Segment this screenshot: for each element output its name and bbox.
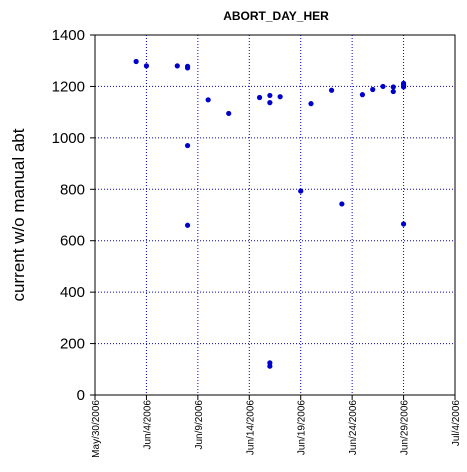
y-axis-ticks: 0 200 400 600 800 1000 1200 1400 [52,27,95,404]
data-point [308,101,314,107]
x-tick-label: May/30/2006 [91,400,102,458]
data-point [400,84,407,90]
data-point [205,97,211,103]
data-point [143,63,150,69]
data-points [133,58,407,369]
y-tick-label: 1200 [52,78,85,95]
data-point [184,142,191,149]
x-tick-label: Jun/4/2006 [142,400,153,450]
data-point [267,100,273,106]
data-point [370,86,376,93]
y-axis-label: current w/o manual abt [9,128,28,301]
y-tick-label: 200 [60,336,85,353]
data-point [328,87,335,93]
data-point [226,110,232,117]
data-point [359,92,366,98]
y-tick-label: 800 [60,181,85,198]
data-point [390,84,396,90]
grid-lines [95,35,455,395]
y-tick-label: 400 [60,284,85,301]
data-point [133,58,139,65]
x-tick-label: Jun/24/2006 [348,400,359,455]
y-tick-label: 1400 [52,27,85,44]
x-tick-label: Jun/9/2006 [194,400,205,450]
chart-title: ABORT_DAY_HER [223,9,329,23]
data-point [184,222,191,228]
data-point [380,83,386,90]
data-point [267,363,273,369]
y-tick-label: 0 [77,387,85,404]
plot-frame [94,34,456,396]
data-point [339,201,345,207]
y-tick-label: 1000 [52,130,85,147]
data-point [390,88,396,95]
data-point [400,221,407,227]
x-axis-ticks: May/30/2006 Jun/4/2006 Jun/9/2006 Jun/14/20… [91,395,462,458]
data-point [174,63,180,69]
x-tick-label: Jun/19/2006 [297,400,308,455]
data-point [256,94,263,101]
data-point [184,65,191,71]
x-tick-label: Jul/4/2006 [451,400,462,447]
data-point [298,188,304,194]
data-point [267,92,273,99]
x-tick-label: Jun/29/2006 [400,400,411,455]
x-tick-label: Jun/14/2006 [245,400,256,455]
y-tick-label: 600 [60,233,85,250]
data-point [277,94,283,100]
